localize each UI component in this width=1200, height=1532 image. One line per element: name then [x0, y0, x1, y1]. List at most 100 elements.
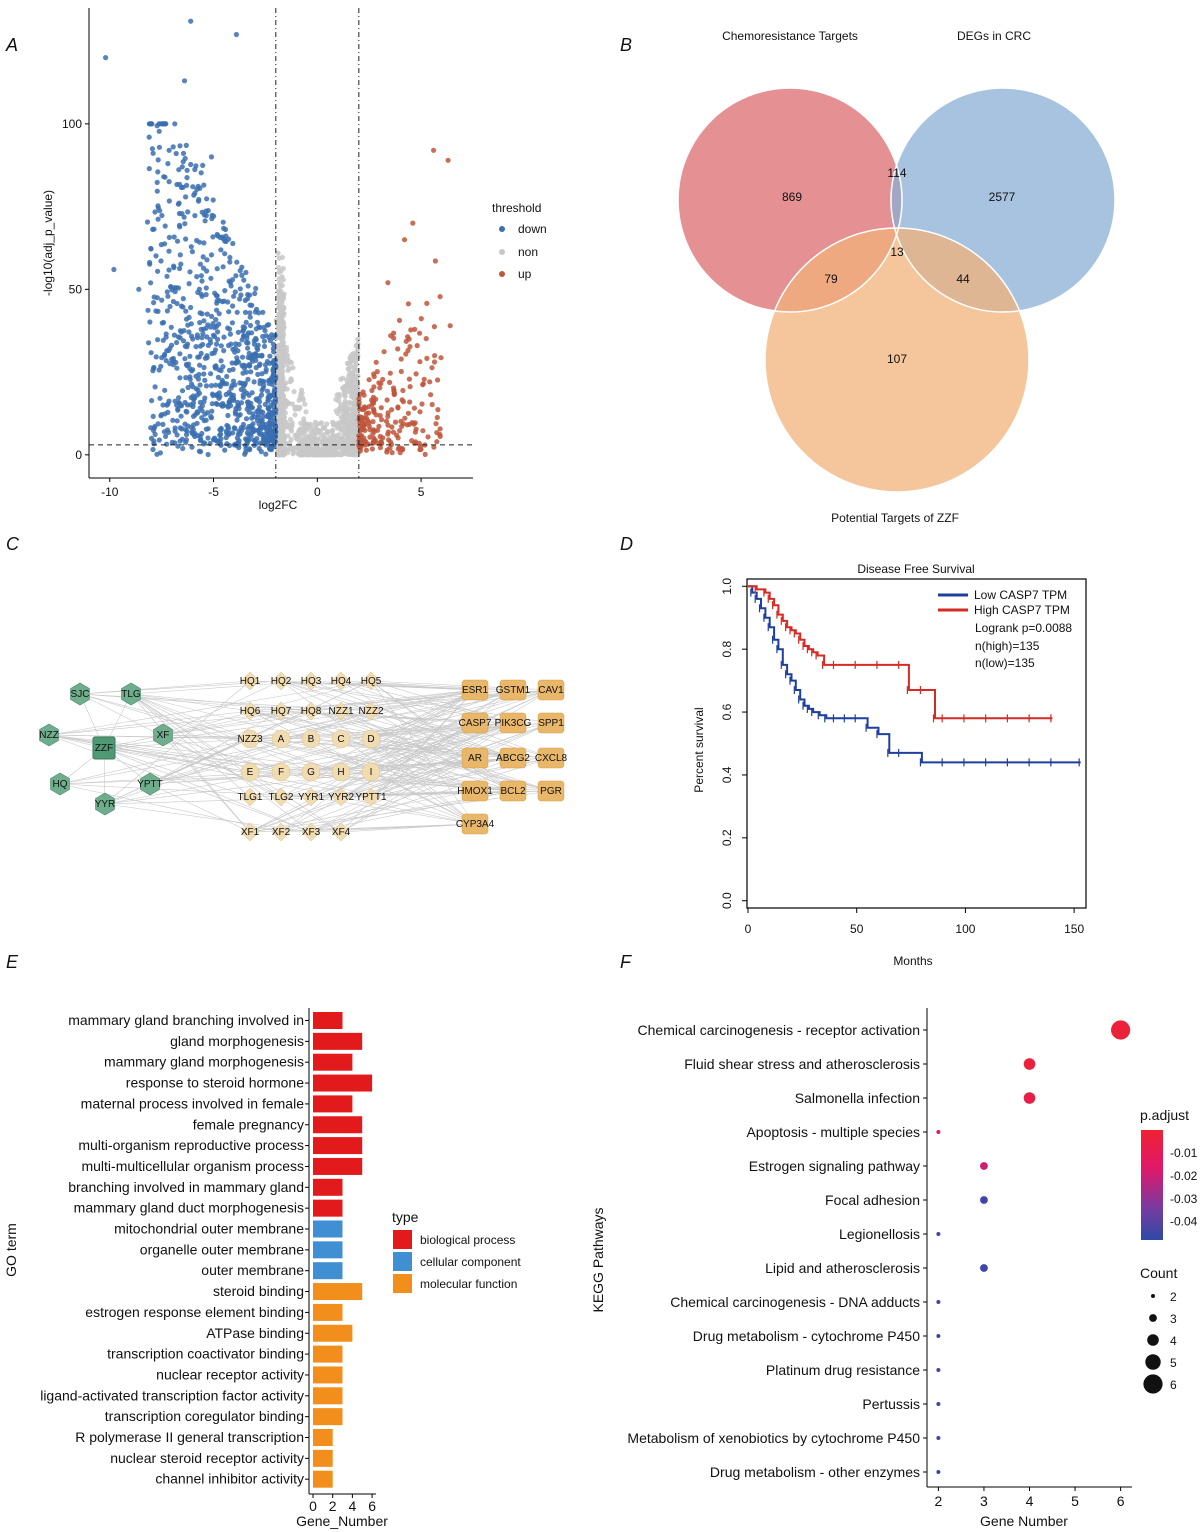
kegg-dot: [980, 1162, 988, 1170]
edge: [370, 757, 476, 773]
point-up: [371, 373, 377, 380]
point-down: [183, 316, 190, 322]
point-down: [165, 161, 171, 167]
compound-label: XF3: [302, 827, 321, 838]
legend-down-swatch: [499, 226, 505, 232]
point-down: [255, 342, 261, 348]
point-down: [272, 386, 278, 392]
edge: [370, 689, 514, 798]
point-down: [214, 298, 220, 304]
point-non: [329, 428, 335, 434]
point-down: [229, 320, 235, 326]
point-up: [395, 346, 401, 352]
point-down: [231, 293, 237, 299]
edge: [340, 689, 476, 833]
edge: [249, 757, 476, 833]
edge: [130, 693, 342, 833]
compound-node-circle: [301, 762, 321, 782]
point-down: [163, 121, 169, 127]
venn-diagram: Chemoresistance Targets DEGs in CRC Pote…: [677, 29, 1116, 525]
point-non: [337, 408, 343, 414]
point-down: [213, 400, 219, 407]
point-down: [245, 403, 251, 409]
edge: [104, 680, 251, 805]
point-down: [267, 377, 273, 384]
point-up: [400, 399, 406, 405]
volcano-x-label: log2FC: [259, 498, 298, 512]
point-non: [277, 283, 283, 290]
kegg-colorbar-gradient: [1141, 1130, 1163, 1240]
point-non: [313, 427, 319, 433]
compound-node-circle: [240, 762, 260, 782]
point-down: [239, 272, 245, 278]
point-non: [303, 428, 309, 434]
point-down: [205, 451, 211, 458]
point-non: [278, 309, 284, 315]
point-non: [337, 424, 343, 430]
point-down: [215, 374, 221, 380]
compound-label: E: [247, 767, 254, 778]
go-bar: [313, 1470, 333, 1488]
point-down: [174, 432, 180, 438]
point-down: [264, 388, 271, 394]
point-down: [227, 259, 233, 265]
point-down: [220, 364, 226, 370]
size-legend-label: 2: [1170, 1290, 1177, 1304]
point-down: [177, 425, 183, 431]
point-down: [177, 375, 183, 381]
point-non: [280, 333, 286, 339]
point-up: [397, 428, 403, 434]
go-x-tick-label: 4: [348, 1498, 356, 1514]
point-down: [218, 402, 224, 408]
point-down: [202, 218, 208, 224]
point-down: [166, 147, 172, 153]
point-down: [167, 361, 173, 367]
point-up: [374, 369, 380, 375]
point-down: [154, 451, 160, 457]
point-down: [173, 150, 179, 157]
go-bar: [313, 1429, 333, 1446]
point-down: [255, 346, 261, 353]
point-down: [209, 212, 215, 218]
point-down: [183, 308, 189, 314]
point-up: [411, 405, 417, 411]
point-down: [209, 313, 215, 319]
point-non: [306, 422, 312, 428]
legend-down-label: down: [518, 222, 547, 236]
point-down: [242, 325, 248, 331]
point-down: [183, 194, 189, 200]
point-down: [176, 167, 182, 173]
point-down: [234, 259, 240, 265]
edge: [149, 738, 251, 785]
point-down: [249, 390, 255, 396]
point-down: [157, 208, 163, 214]
edge: [59, 783, 282, 833]
point-down: [233, 360, 239, 366]
point-up: [407, 384, 413, 390]
herb-node-hexagon: [140, 772, 160, 796]
point-non: [278, 410, 284, 416]
edge: [104, 796, 342, 805]
point-down: [210, 392, 216, 399]
point-non: [302, 432, 308, 438]
point-down: [185, 384, 191, 391]
edge: [370, 757, 514, 773]
point-down: [190, 400, 197, 406]
point-up: [421, 376, 427, 382]
go-bar: [313, 1408, 343, 1426]
target-label: SPP1: [538, 718, 564, 729]
venn-count-chemo-zzf: 79: [824, 272, 838, 286]
point-up: [437, 294, 443, 300]
point-up: [392, 419, 399, 425]
point-up: [395, 405, 401, 411]
point-up: [361, 435, 367, 441]
point-down: [186, 281, 192, 287]
kegg-pathway-label: Drug metabolism - other enzymes: [710, 1464, 920, 1480]
point-down: [220, 379, 226, 385]
survival-logrank: Logrank p=0.0088: [975, 621, 1072, 635]
point-down: [160, 402, 166, 408]
kegg-pathway-label: Fluid shear stress and atherosclerosis: [684, 1056, 920, 1072]
point-down: [145, 307, 151, 313]
edge: [48, 710, 251, 736]
point-down: [208, 383, 215, 389]
